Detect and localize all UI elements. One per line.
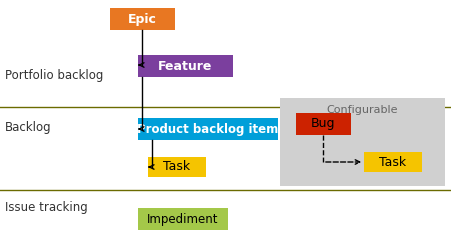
Text: Configurable: Configurable (326, 105, 397, 115)
Text: Backlog: Backlog (5, 121, 51, 134)
FancyBboxPatch shape (295, 113, 350, 135)
Text: Task: Task (163, 161, 190, 174)
FancyBboxPatch shape (138, 118, 277, 140)
FancyBboxPatch shape (147, 157, 206, 177)
Text: Epic: Epic (128, 12, 156, 25)
FancyBboxPatch shape (363, 152, 421, 172)
Text: Product backlog item: Product backlog item (137, 122, 278, 136)
Text: Task: Task (378, 156, 405, 168)
FancyBboxPatch shape (138, 208, 227, 230)
Text: Portfolio backlog: Portfolio backlog (5, 68, 103, 82)
FancyBboxPatch shape (110, 8, 175, 30)
FancyBboxPatch shape (279, 98, 444, 186)
FancyBboxPatch shape (138, 55, 232, 77)
Text: Issue tracking: Issue tracking (5, 200, 87, 214)
Text: Bug: Bug (311, 118, 335, 131)
Text: Feature: Feature (158, 60, 212, 72)
Text: Impediment: Impediment (147, 212, 218, 226)
